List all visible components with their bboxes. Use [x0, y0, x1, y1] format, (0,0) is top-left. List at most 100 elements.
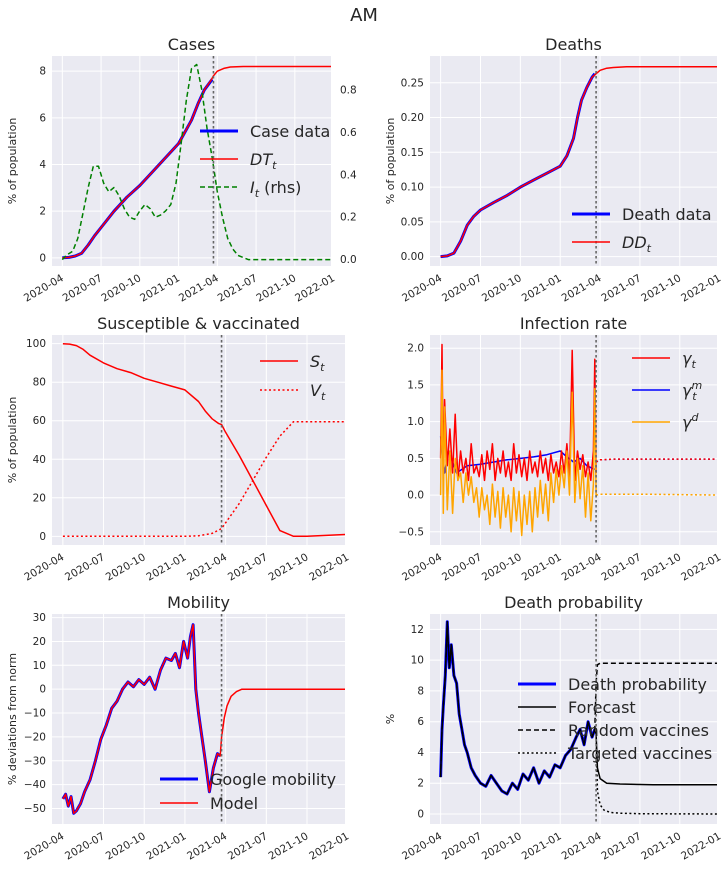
- susceptible-panel: 0204060801002020-042020-072020-102021-01…: [6, 314, 351, 584]
- deathprob-legend-label: Targeted vaccines: [567, 744, 712, 763]
- infection-xtick-label: 2021-04: [560, 551, 604, 583]
- mobility-xtick-label: 2020-04: [22, 830, 66, 862]
- mobility-ytick-label: 0: [39, 684, 46, 696]
- deathprob-ytick-label: 0: [417, 809, 424, 821]
- infection-panel: −0.5 0.0 0.5 1.0 1.5 2.0 2020-042020-072020-10…: [399, 314, 724, 584]
- mobility-xtick-label: 2020-10: [104, 830, 148, 862]
- infection-xtick-label: 2021-07: [599, 551, 643, 583]
- mobility-xtick-label: 2022-01: [307, 830, 351, 862]
- mobility-xtick-label: 2021-01: [144, 830, 188, 862]
- mobility-xtick-label: 2021-10: [267, 830, 311, 862]
- cases-xtick-label: 2020-04: [22, 272, 66, 304]
- deaths-xtick-label: 2021-07: [599, 272, 643, 304]
- susceptible-xtick-label: 2021-04: [185, 551, 229, 583]
- mobility-ytick-label: 30: [33, 612, 46, 624]
- deaths-title: Deaths: [545, 35, 602, 54]
- deaths-ytick-label: 0.15: [401, 147, 424, 159]
- mobility-panel: −50 −40 −30 −20 −10 0 10 20 30 2020-042020-072020…: [6, 593, 351, 863]
- cases-ytick-label: 0: [39, 252, 46, 264]
- susceptible-xtick-label: 2020-07: [63, 551, 107, 583]
- deaths-legend-label: Death data: [622, 205, 712, 224]
- mobility-xtick-label: 2020-07: [63, 830, 107, 862]
- deaths-ytick-label: 0.20: [401, 112, 424, 124]
- cases-xtick-label: 2020-10: [99, 272, 143, 304]
- deathprob-ylabel: %: [384, 714, 397, 724]
- deaths-ytick-label: 0.05: [401, 216, 424, 228]
- susceptible-xtick-label: 2021-10: [267, 551, 311, 583]
- deaths-xtick-label: 2020-04: [400, 272, 444, 304]
- mobility-legend-label: Google mobility: [210, 770, 336, 789]
- deathprob-legend-label: Random vaccines: [568, 721, 709, 740]
- cases-panel: 0 2 4 6 8 2020-042020-072020-102021-012021-04…: [6, 35, 357, 305]
- deathprob-xtick-label: 2021-07: [599, 830, 643, 862]
- deathprob-ytick-label: 2: [417, 778, 424, 790]
- deathprob-ytick-label: 8: [417, 685, 424, 697]
- deaths-xtick-label: 2021-04: [560, 272, 604, 304]
- susceptible-title: Susceptible & vaccinated: [97, 314, 300, 333]
- infection-ytick-label: 1.5: [407, 379, 424, 391]
- mobility-ytick-label: −30: [24, 755, 46, 767]
- mobility-ytick-label: −10: [24, 708, 46, 720]
- infection-xtick-label: 2022-01: [679, 551, 723, 583]
- mobility-title: Mobility: [167, 593, 230, 612]
- susceptible-xtick-label: 2021-07: [226, 551, 270, 583]
- susceptible-plot-area: [52, 335, 345, 545]
- deathprob-xtick-label: 2020-07: [440, 830, 484, 862]
- cases-y2tick-label: 0.0: [340, 254, 357, 266]
- deaths-ytick-label: 0.25: [401, 77, 424, 89]
- cases-ylabel: % of population: [6, 118, 19, 205]
- deaths-xtick-label: 2021-01: [520, 272, 564, 304]
- mobility-ytick-label: −50: [24, 803, 46, 815]
- susceptible-ytick-label: 40: [33, 454, 46, 466]
- mobility-ytick-label: −20: [24, 731, 46, 743]
- deathprob-xtick-label: 2021-10: [639, 830, 683, 862]
- deaths-xtick-label: 2022-01: [679, 272, 723, 304]
- susceptible-xtick-label: 2022-01: [307, 551, 351, 583]
- susceptible-ylabel: % of population: [6, 397, 19, 484]
- deaths-xtick-label: 2020-10: [480, 272, 524, 304]
- cases-legend-label: Case data: [250, 122, 330, 141]
- cases-xtick-label: 2021-07: [216, 272, 260, 304]
- cases-xtick-label: 2021-10: [254, 272, 298, 304]
- susceptible-ytick-label: 60: [33, 415, 46, 427]
- infection-ytick-label: 0.5: [407, 453, 424, 465]
- susceptible-ytick-label: 80: [33, 377, 46, 389]
- cases-title: Cases: [168, 35, 216, 54]
- cases-y2tick-label: 0.8: [340, 84, 357, 96]
- deathprob-plot-area: [430, 614, 717, 824]
- mobility-legend-label: Model: [210, 794, 258, 813]
- deathprob-xtick-label: 2021-04: [560, 830, 604, 862]
- susceptible-ytick-label: 20: [33, 492, 46, 504]
- mobility-ylabel: % deviations from norm: [6, 653, 19, 785]
- deaths-ylabel: % of population: [384, 118, 397, 205]
- mobility-ytick-label: 10: [33, 660, 46, 672]
- cases-ytick-label: 2: [39, 206, 46, 218]
- deaths-xtick-label: 2021-10: [639, 272, 683, 304]
- susceptible-ytick-label: 100: [26, 338, 46, 350]
- mobility-ytick-label: −40: [24, 779, 46, 791]
- infection-xtick-label: 2020-04: [400, 551, 444, 583]
- infection-xtick-label: 2020-07: [440, 551, 484, 583]
- deaths-ytick-label: 0.00: [401, 251, 424, 263]
- deathprob-legend-label: Death probability: [568, 675, 707, 694]
- cases-y2tick-label: 0.4: [340, 169, 357, 181]
- cases-y2tick-label: 0.6: [340, 127, 357, 139]
- cases-ytick-label: 6: [39, 112, 46, 124]
- mobility-ytick-label: 20: [33, 636, 46, 648]
- deathprob-ytick-label: 10: [411, 655, 424, 667]
- deaths-plot-area: [430, 56, 717, 266]
- cases-xtick-label: 2022-01: [293, 272, 337, 304]
- infection-xtick-label: 2020-10: [480, 551, 524, 583]
- deathprob-ytick-label: 12: [411, 624, 424, 636]
- deathprob-xtick-label: 2020-10: [480, 830, 524, 862]
- susceptible-xtick-label: 2021-01: [144, 551, 188, 583]
- susceptible-ytick-label: 0: [39, 531, 46, 543]
- cases-xtick-label: 2021-01: [138, 272, 182, 304]
- deathprob-panel: 0246810122020-042020-072020-102021-01202…: [384, 593, 723, 863]
- infection-title: Infection rate: [520, 314, 627, 333]
- mobility-xtick-label: 2021-04: [185, 830, 229, 862]
- cases-xtick-label: 2020-07: [61, 272, 105, 304]
- infection-xtick-label: 2021-01: [520, 551, 564, 583]
- deathprob-xtick-label: 2020-04: [400, 830, 444, 862]
